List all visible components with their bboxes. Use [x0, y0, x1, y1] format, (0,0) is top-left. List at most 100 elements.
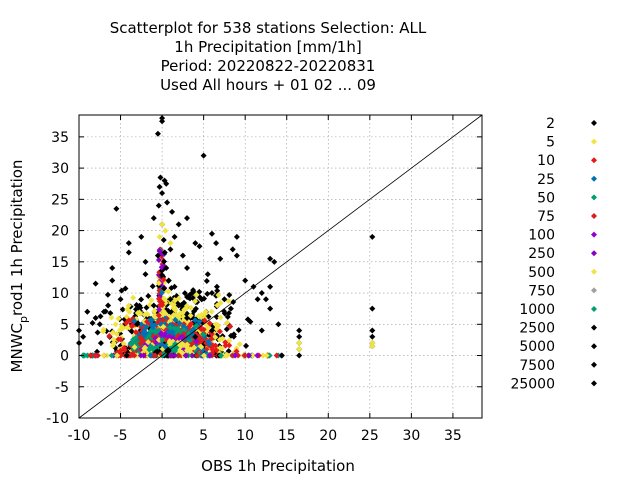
data-point: [137, 304, 144, 311]
data-point: [193, 323, 200, 330]
chart-title: Scatterplot for 538 stations Selection: …: [110, 19, 427, 94]
data-point: [159, 190, 166, 197]
data-point: [200, 152, 207, 159]
legend-label: 75: [537, 209, 555, 225]
data-point: [110, 336, 117, 343]
data-point: [263, 352, 270, 359]
data-point: [229, 352, 236, 359]
data-point: [180, 341, 187, 348]
data-point: [158, 267, 165, 274]
data-point: [242, 277, 249, 284]
data-point: [143, 323, 150, 330]
data-point: [278, 352, 285, 359]
x-tick-label: 20: [319, 428, 337, 444]
data-point: [160, 323, 167, 330]
data-point: [155, 295, 162, 302]
data-point: [176, 320, 183, 327]
data-point: [117, 296, 124, 303]
data-point: [106, 332, 113, 339]
x-tick-label: 30: [402, 428, 420, 444]
data-point: [89, 320, 96, 327]
data-point: [193, 338, 200, 345]
data-point: [179, 252, 186, 259]
data-point: [169, 208, 176, 215]
data-point: [175, 313, 182, 320]
data-point: [155, 280, 162, 287]
data-point: [227, 323, 234, 330]
data-point: [233, 252, 240, 259]
data-point: [155, 312, 162, 319]
data-point: [155, 336, 162, 343]
data-point: [224, 319, 231, 326]
data-point: [216, 336, 223, 343]
data-point: [165, 288, 172, 295]
data-point: [149, 321, 156, 328]
legend-marker: [591, 175, 597, 182]
data-point: [140, 352, 147, 359]
data-point: [108, 352, 115, 359]
data-point: [213, 321, 220, 328]
data-point: [296, 327, 303, 334]
x-tick-label: -10: [68, 428, 91, 444]
data-point: [171, 233, 178, 240]
y-tick-label: -10: [46, 411, 69, 427]
data-point: [186, 291, 193, 298]
data-point: [167, 240, 174, 247]
data-point: [206, 320, 213, 327]
data-point: [196, 318, 203, 325]
data-point: [142, 258, 149, 265]
data-point: [203, 346, 210, 353]
data-point: [262, 296, 269, 303]
data-point: [226, 292, 233, 299]
data-point: [112, 321, 119, 328]
data-point: [258, 290, 265, 297]
legend-marker: [591, 250, 597, 257]
data-point: [164, 199, 171, 206]
data-point: [213, 240, 220, 247]
data-point: [131, 344, 138, 351]
data-point: [142, 271, 149, 278]
data-point: [267, 255, 274, 262]
data-point: [369, 333, 376, 340]
data-point: [260, 352, 267, 359]
data-point: [180, 327, 187, 334]
legend-marker: [591, 306, 597, 312]
data-point: [184, 341, 191, 348]
data-point: [141, 327, 148, 334]
data-point: [200, 331, 207, 338]
data-point: [217, 314, 224, 321]
legend-label: 500: [528, 265, 555, 281]
data-point: [214, 302, 221, 309]
y-axis-label-sub: p: [17, 316, 30, 323]
data-points: [76, 115, 376, 359]
data-point: [167, 324, 174, 331]
data-point: [189, 352, 196, 359]
data-point: [226, 342, 233, 349]
data-point: [175, 221, 182, 228]
y-axis-label: MNWCprod1 1h Precipitation: [8, 160, 30, 373]
data-point: [203, 277, 210, 284]
data-point: [204, 290, 211, 297]
data-point: [296, 333, 303, 340]
data-point: [206, 352, 213, 359]
data-point: [114, 352, 121, 359]
data-point: [185, 330, 192, 337]
data-point: [175, 302, 182, 309]
data-point: [150, 302, 157, 309]
data-point: [150, 215, 157, 222]
data-point: [156, 233, 163, 240]
legend-label: 100: [528, 228, 555, 244]
data-point: [170, 311, 177, 318]
data-point: [134, 310, 141, 317]
data-point: [155, 202, 162, 209]
data-point: [125, 317, 132, 324]
data-point: [192, 333, 199, 340]
data-point: [192, 298, 199, 305]
data-point: [182, 305, 189, 312]
data-point: [369, 327, 376, 334]
data-point: [175, 328, 182, 335]
data-point: [296, 352, 303, 359]
data-point: [271, 258, 278, 265]
x-tick-label: 5: [199, 428, 208, 444]
data-point: [133, 302, 140, 309]
